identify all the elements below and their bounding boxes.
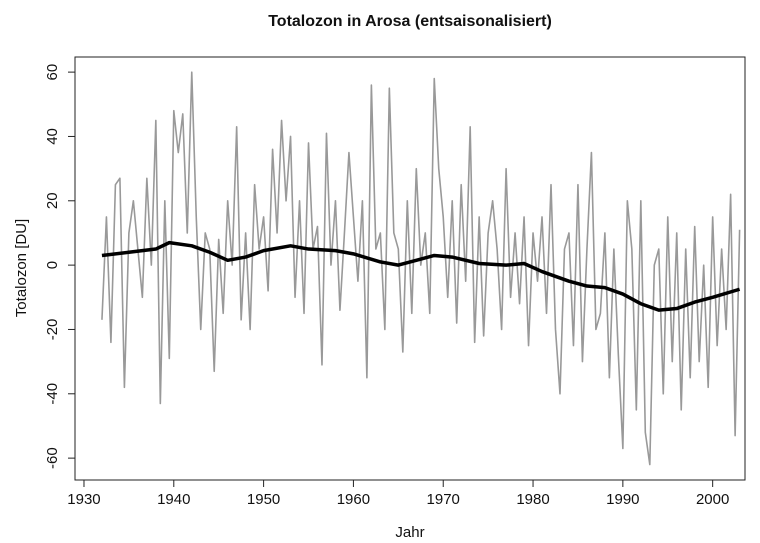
chart-title: Totalozon in Arosa (entsaisonalisiert) <box>268 13 552 30</box>
y-tick-label: 20 <box>44 192 61 209</box>
y-tick-label: -60 <box>44 447 61 469</box>
x-tick-label: 1990 <box>606 491 639 508</box>
x-tick-label: 1970 <box>427 491 460 508</box>
y-tick-label: 0 <box>44 261 61 269</box>
x-axis-label: Jahr <box>395 524 424 541</box>
y-axis-label: Totalozon [DU] <box>13 219 30 317</box>
x-tick-label: 1940 <box>157 491 190 508</box>
series-line <box>101 240 741 312</box>
y-tick-label: 40 <box>44 128 61 145</box>
x-tick-label: 1960 <box>337 491 370 508</box>
x-tick-label: 2000 <box>696 491 729 508</box>
x-tick-label: 1950 <box>247 491 280 508</box>
x-tick-label: 1980 <box>516 491 549 508</box>
series-line <box>101 71 741 466</box>
y-tick-label: -20 <box>44 319 61 341</box>
y-tick-label: 60 <box>44 64 61 81</box>
x-tick-label: 1930 <box>67 491 100 508</box>
y-tick-label: -40 <box>44 383 61 405</box>
plot-frame <box>74 56 746 481</box>
